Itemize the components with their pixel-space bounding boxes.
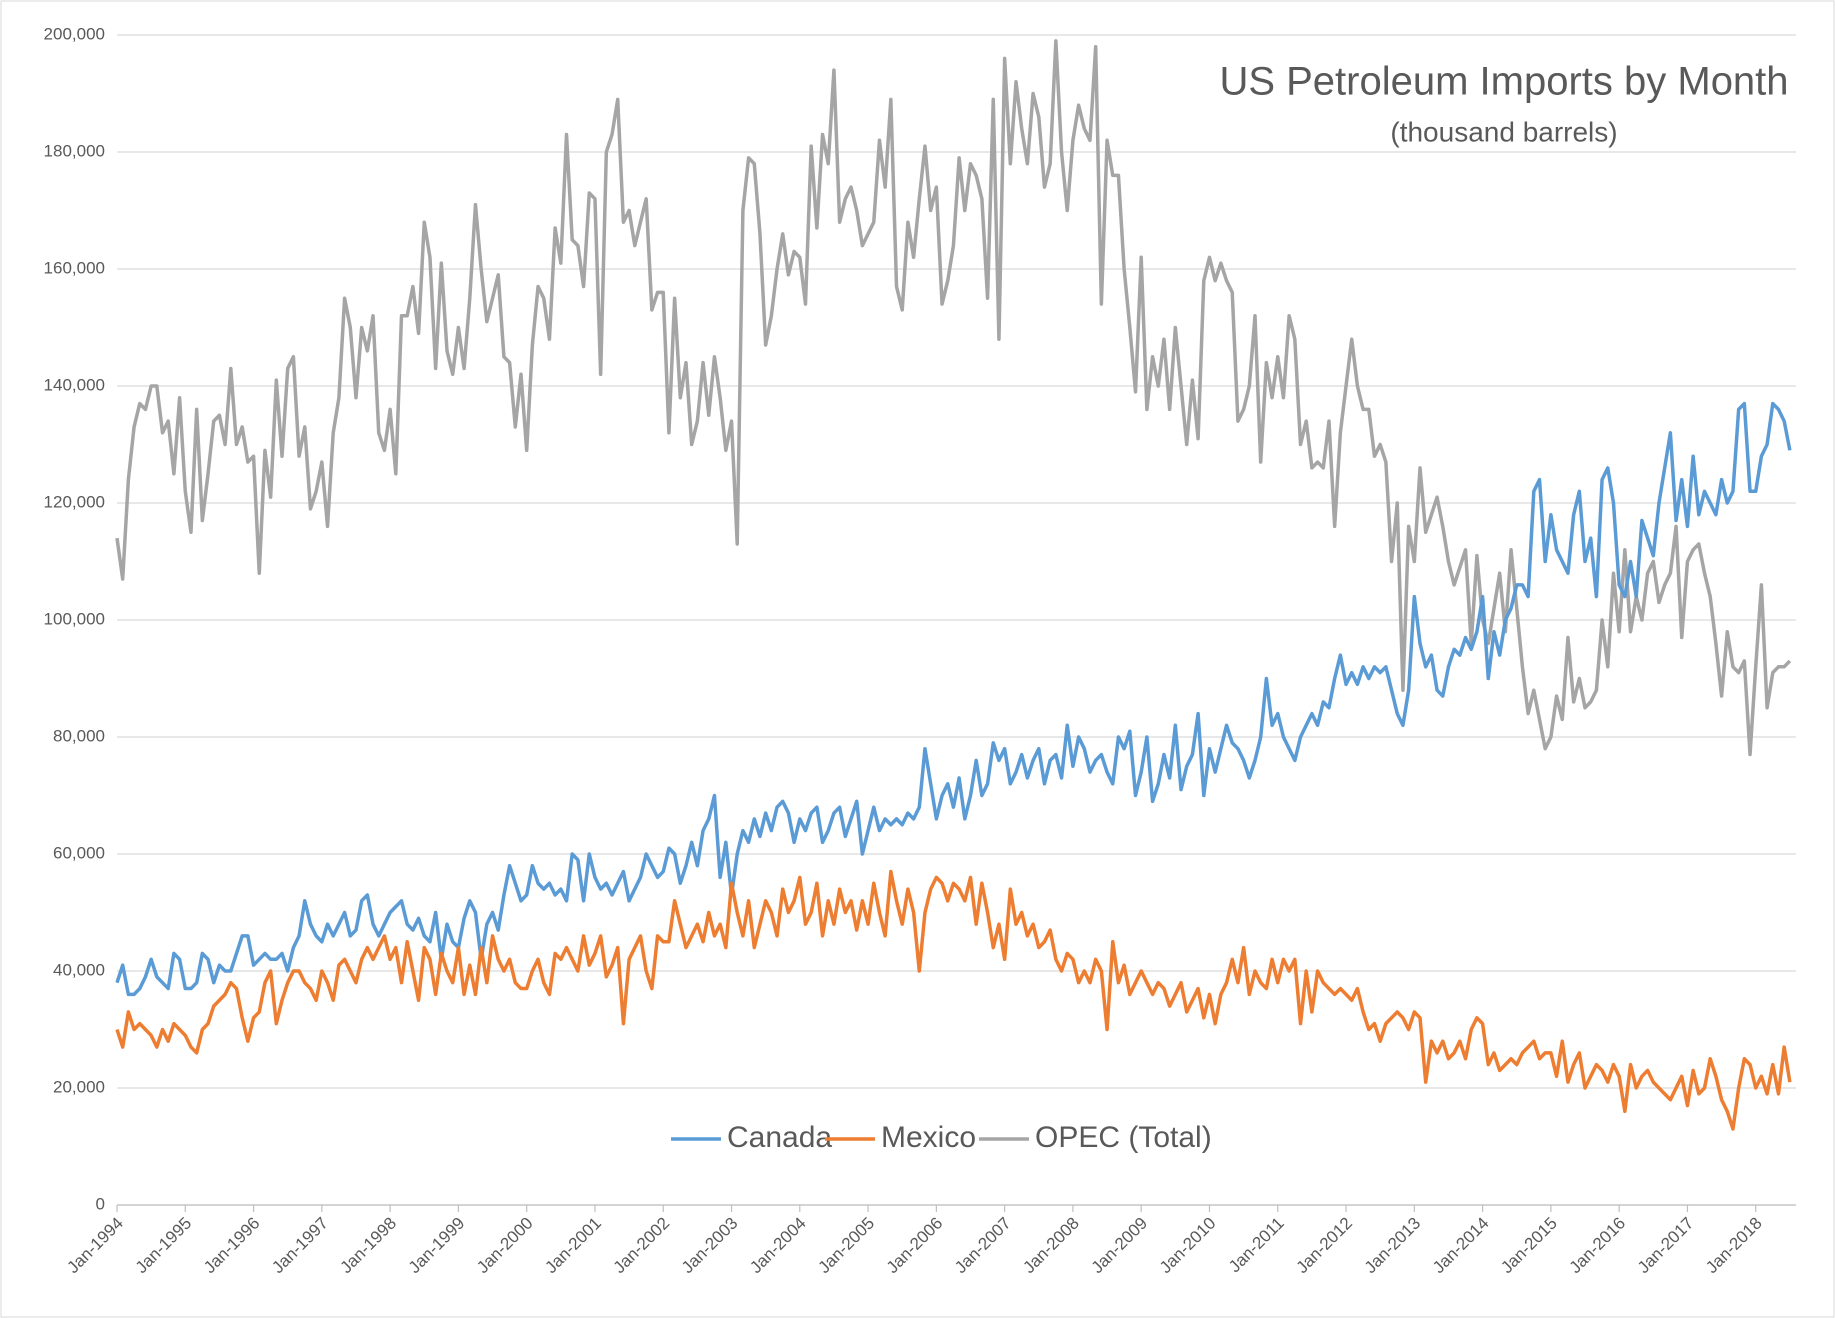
series-line: [115, 39, 1792, 757]
legend-label: Canada: [727, 1121, 832, 1154]
legend-label: Mexico: [881, 1121, 976, 1154]
y-tick-label: 20,000: [53, 1077, 105, 1096]
y-tick-label: 0: [96, 1194, 105, 1213]
y-tick-label: 160,000: [44, 258, 105, 277]
y-tick-label: 180,000: [44, 141, 105, 160]
y-tick-label: 140,000: [44, 375, 105, 394]
chart-title: US Petroleum Imports by Month: [1219, 60, 1788, 104]
y-tick-label: 80,000: [53, 726, 105, 745]
y-tick-label: 40,000: [53, 960, 105, 979]
series-line: [115, 401, 1792, 997]
chart-subtitle: (thousand barrels): [1390, 116, 1617, 147]
series-line: [115, 869, 1792, 1131]
y-tick-label: 60,000: [53, 843, 105, 862]
legend: Canada Mexico OPEC (Total): [671, 1121, 1212, 1154]
lines: [115, 39, 1792, 1131]
y-tick-label: 200,000: [44, 24, 105, 43]
legend-label: OPEC (Total): [1035, 1121, 1212, 1154]
y-tick-label: 100,000: [44, 609, 105, 628]
y-tick-label: 120,000: [44, 492, 105, 511]
